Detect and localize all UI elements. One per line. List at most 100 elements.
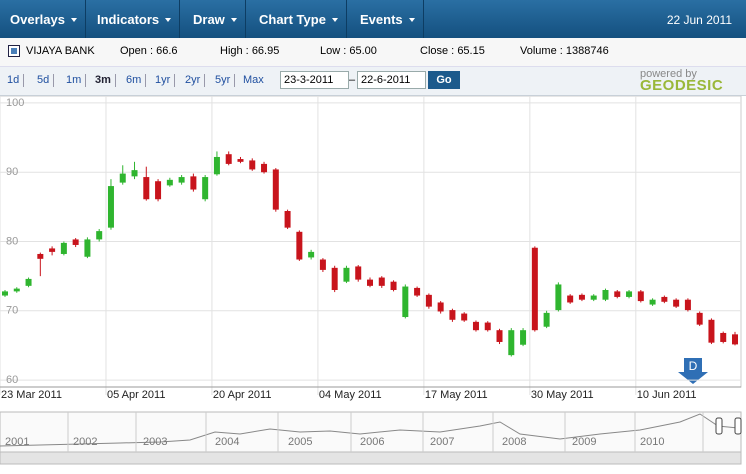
menu-item[interactable]: Overlays — [0, 0, 86, 38]
candle-body — [508, 330, 515, 356]
dividend-marker[interactable] — [678, 358, 708, 384]
navigator-handle[interactable] — [715, 417, 723, 435]
candle-body — [319, 259, 326, 270]
range-button[interactable]: 3m — [95, 74, 116, 87]
quote-item: High : 66.95 — [220, 45, 279, 57]
candle-body — [520, 330, 527, 345]
navigator-year: 2006 — [360, 436, 384, 448]
candle-body — [72, 239, 79, 245]
from-date[interactable]: 23-3-2011 — [280, 71, 349, 89]
candle-body — [543, 312, 550, 327]
y-tick-label: 70 — [6, 305, 18, 317]
candle-body — [425, 294, 432, 307]
quote-item: Close : 65.15 — [420, 45, 485, 57]
candle-body — [25, 278, 32, 286]
candle-body — [661, 296, 668, 302]
candle-body — [637, 291, 644, 302]
candle-body — [355, 266, 362, 280]
candle-body — [190, 176, 197, 190]
range-button[interactable]: 1d — [7, 74, 25, 87]
x-tick-label: 23 Mar 2011 — [1, 389, 62, 401]
menu-item[interactable]: Events — [350, 0, 424, 38]
menu-item[interactable]: Indicators — [87, 0, 181, 38]
candle-body — [673, 299, 680, 307]
navigator-year: 2007 — [430, 436, 454, 448]
candle-body — [555, 284, 562, 311]
quote-item: Open : 66.6 — [120, 45, 178, 57]
range-button[interactable]: Max — [243, 74, 264, 86]
quote-label: Low : — [320, 45, 347, 57]
candle-body — [284, 211, 291, 228]
candle-body — [237, 159, 244, 162]
y-tick-label: 60 — [6, 374, 18, 386]
menu-bar: 22 Jun 2011 Overlays Indicators Draw Chart … — [0, 0, 746, 38]
date-dash: – — [349, 74, 356, 86]
candle-body — [96, 231, 103, 240]
current-date: 22 Jun 2011 — [666, 13, 732, 27]
range-button[interactable]: 5yr — [215, 74, 236, 87]
navigator-handle[interactable] — [734, 417, 742, 435]
x-tick-label: 05 Apr 2011 — [107, 389, 166, 401]
menu-item[interactable]: Draw — [183, 0, 246, 38]
candle-body — [119, 173, 126, 183]
candle-body — [131, 170, 138, 177]
candle-body — [602, 290, 609, 300]
stock-name: VIJAYA BANK — [26, 45, 95, 57]
quote-item: Volume : 1388746 — [520, 45, 609, 57]
candle-body — [331, 267, 338, 290]
range-button[interactable]: 6m — [126, 74, 147, 87]
candle-body — [249, 160, 256, 170]
navigator-year: 2004 — [215, 436, 239, 448]
candle-body — [720, 332, 727, 342]
navigator-year: 2001 — [5, 436, 29, 448]
range-button[interactable]: 1m — [66, 74, 87, 87]
candle-body — [649, 299, 656, 305]
candle-body — [296, 231, 303, 260]
candle-body — [496, 330, 503, 342]
scrollbar[interactable] — [0, 451, 742, 465]
candle-body — [343, 267, 350, 282]
quote-bar: VIJAYA BANK Open : 66.6 High : 66.95 Low :… — [0, 38, 746, 67]
candle-body — [225, 154, 232, 164]
candle-body — [461, 313, 468, 321]
candle-body — [378, 277, 385, 286]
powered-by: powered by — [640, 68, 697, 80]
x-tick-label: 17 May 2011 — [425, 389, 488, 401]
menu-item[interactable]: Chart Type — [249, 0, 347, 38]
candle-body — [696, 312, 703, 325]
quote-value: 65.15 — [457, 45, 485, 57]
range-button[interactable]: 1yr — [155, 74, 176, 87]
y-tick-label: 100 — [6, 97, 24, 109]
y-tick-label: 80 — [6, 235, 18, 247]
candle-body — [390, 281, 397, 290]
candle-body — [178, 177, 185, 183]
quote-value: 66.95 — [251, 45, 280, 57]
candle-body — [155, 181, 162, 200]
navigator-year: 2010 — [640, 436, 664, 448]
candle-body — [567, 295, 574, 303]
candle-body — [308, 251, 315, 258]
range-button[interactable]: 5d — [37, 74, 55, 87]
candle-body — [143, 177, 150, 200]
y-tick-label: 90 — [6, 166, 18, 178]
navigator-year: 2009 — [572, 436, 596, 448]
quote-value: 65.00 — [349, 45, 377, 57]
candle-body — [708, 319, 715, 343]
quote-value: 1388746 — [565, 45, 609, 57]
candle-body — [626, 291, 633, 297]
candle-body — [60, 242, 67, 254]
candle-body — [13, 288, 20, 292]
go-button[interactable]: Go — [428, 71, 460, 89]
to-date[interactable]: 22-6-2011 — [357, 71, 426, 89]
series-checkbox[interactable] — [8, 45, 20, 57]
candle-body — [684, 299, 691, 311]
candle-body — [49, 248, 56, 252]
candle-body — [578, 294, 585, 300]
quote-label: High : — [220, 45, 249, 57]
navigator-line — [0, 413, 739, 447]
x-tick-label: 20 Apr 2011 — [213, 389, 272, 401]
brand: GEODESIC — [640, 77, 724, 94]
candle-body — [437, 302, 444, 312]
range-button[interactable]: 2yr — [185, 74, 206, 87]
